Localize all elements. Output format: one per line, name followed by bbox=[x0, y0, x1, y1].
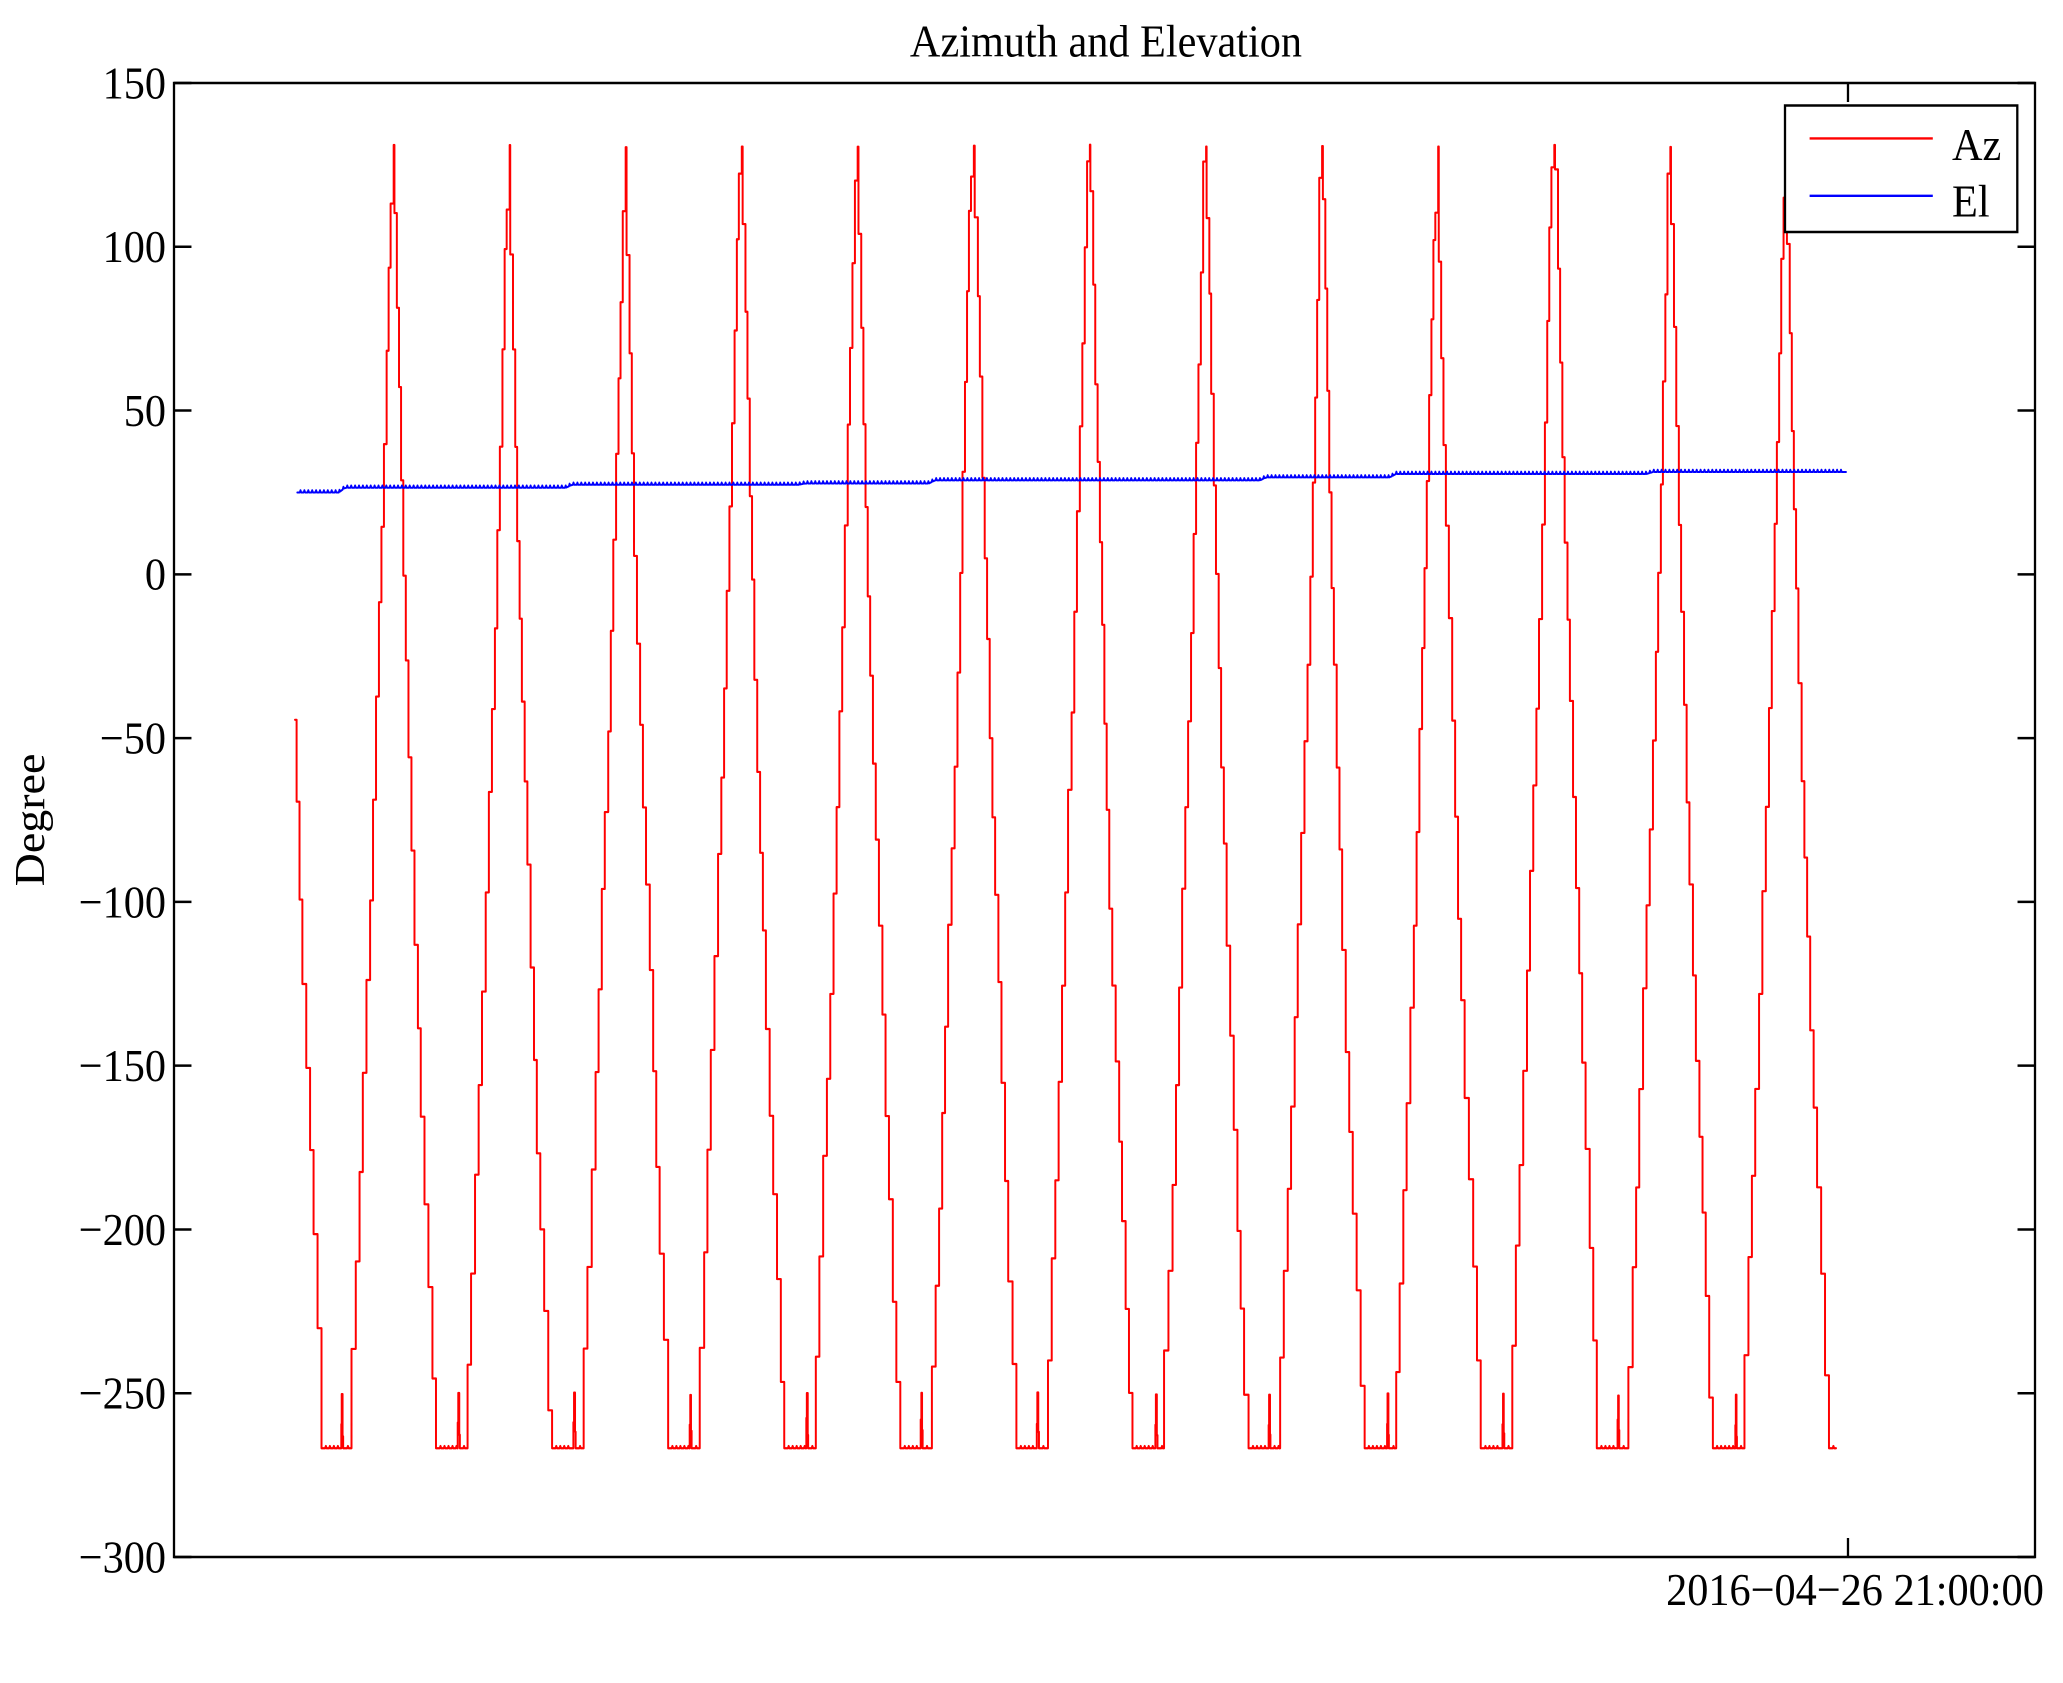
y-tick-label: −150 bbox=[79, 1040, 166, 1091]
series-layer bbox=[294, 143, 1847, 1450]
y-tick-label: 100 bbox=[103, 222, 166, 273]
y-tick-labels: 150 100 50 0 −50 −100 −150 −200 −250 −300 bbox=[79, 58, 166, 1583]
chart-title: Azimuth and Elevation bbox=[910, 16, 1302, 67]
axes-layer bbox=[172, 81, 2037, 1559]
ticks bbox=[173, 81, 2035, 1559]
y-tick-label: 0 bbox=[145, 549, 166, 600]
legend-box bbox=[1783, 104, 2019, 234]
y-axis-label: Degree bbox=[7, 754, 54, 887]
y-tick-label: 150 bbox=[103, 58, 166, 109]
legend: Az El bbox=[1783, 104, 2019, 234]
x-tick-label: 2016−04−26 21:00:00 bbox=[1666, 1564, 2044, 1615]
y-tick-label: −100 bbox=[79, 877, 166, 928]
legend-el-label: El bbox=[1952, 176, 1990, 227]
plot-frame bbox=[172, 81, 2037, 1559]
legend-az-label: Az bbox=[1952, 119, 2001, 170]
y-tick-label: −50 bbox=[100, 713, 166, 764]
y-tick-label: −250 bbox=[79, 1368, 166, 1419]
series-az-line bbox=[294, 143, 1837, 1450]
labels-layer: Azimuth and Elevation Degree 2016−04−26 … bbox=[7, 16, 2044, 1616]
y-tick-label: −300 bbox=[79, 1532, 166, 1583]
series-el-line bbox=[296, 468, 1847, 494]
y-tick-label: −200 bbox=[79, 1204, 166, 1255]
y-tick-label: 50 bbox=[124, 385, 166, 436]
